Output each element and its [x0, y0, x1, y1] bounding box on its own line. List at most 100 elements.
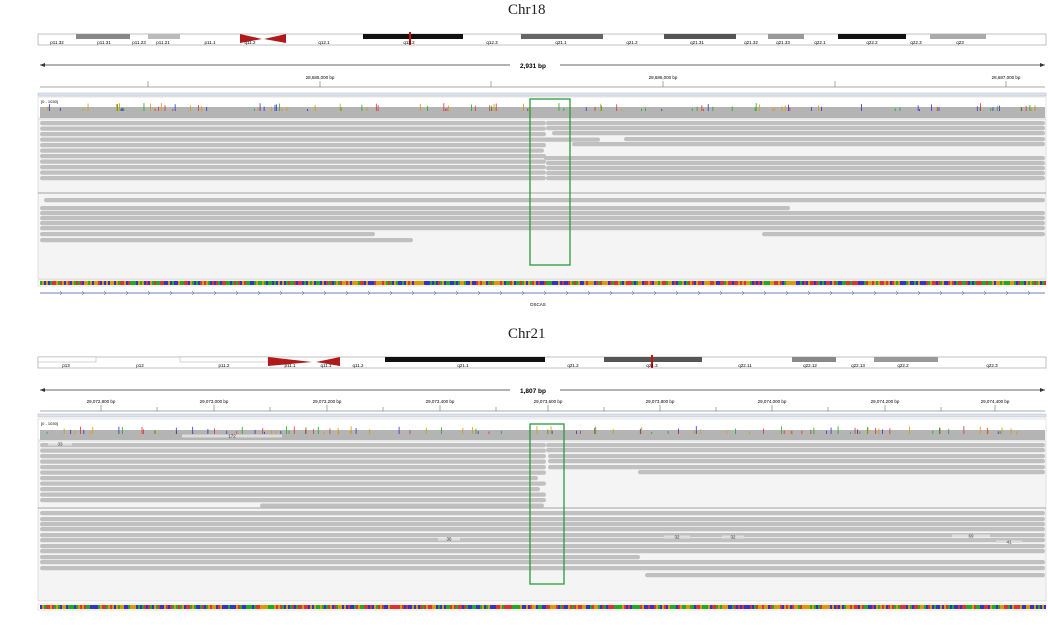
read[interactable]: [40, 511, 1045, 516]
read[interactable]: [40, 498, 546, 503]
mismatch-mark: [339, 103, 341, 111]
band-label: q21.31: [690, 40, 704, 45]
mismatch-mark: [693, 430, 695, 434]
mismatch-mark: [313, 429, 314, 434]
read[interactable]: [40, 492, 546, 497]
strand-arrow: [873, 290, 877, 296]
read[interactable]: [40, 216, 1045, 221]
read[interactable]: [40, 555, 640, 560]
read[interactable]: [546, 121, 1045, 126]
strand-arrow: [675, 290, 679, 296]
read[interactable]: [40, 533, 1045, 538]
read[interactable]: [40, 560, 1045, 565]
strand-arrow: [147, 290, 151, 296]
read[interactable]: [40, 443, 546, 448]
read[interactable]: [40, 159, 546, 164]
mismatch-mark: [241, 426, 243, 434]
aligned-reads[interactable]: [40, 443, 1045, 578]
read[interactable]: [40, 221, 1045, 226]
read[interactable]: [638, 470, 1045, 475]
insertion-size-label: 33: [57, 442, 63, 447]
read[interactable]: [40, 549, 1045, 554]
coverage-track[interactable]: [0 - 1030]: [37, 96, 1047, 119]
read[interactable]: [546, 171, 1045, 176]
read[interactable]: [624, 137, 1045, 142]
mismatch-mark: [550, 426, 552, 434]
read[interactable]: [548, 454, 1045, 459]
read[interactable]: [40, 544, 1045, 549]
read[interactable]: [546, 161, 1045, 166]
read[interactable]: [40, 211, 1045, 216]
mismatch-mark: [996, 106, 998, 111]
read[interactable]: [40, 517, 1045, 522]
mismatch-mark: [462, 427, 464, 434]
mismatch-mark: [355, 428, 357, 434]
read[interactable]: [546, 443, 1045, 448]
read[interactable]: [40, 454, 546, 459]
read[interactable]: [260, 503, 544, 508]
position-ruler[interactable]: 2,931 bp 28,685,000 bp 28,686,000 bp 28,…: [40, 60, 1045, 88]
read[interactable]: [40, 487, 540, 492]
read[interactable]: [40, 170, 546, 175]
mismatch-mark: [580, 430, 581, 434]
read-alignment-track[interactable]: [37, 118, 1047, 280]
mismatch-mark: [409, 430, 411, 434]
read[interactable]: [40, 137, 600, 142]
strand-arrow: [345, 290, 349, 296]
strand-arrow: [807, 290, 811, 296]
mismatch-mark: [254, 108, 255, 111]
gene-track[interactable]: DSCAS: [40, 290, 1045, 307]
read[interactable]: [546, 176, 1045, 181]
read[interactable]: [40, 232, 375, 237]
read-alignment-track[interactable]: 33 172 36 32 32 69 41: [37, 434, 1047, 602]
read[interactable]: [40, 522, 1045, 527]
read[interactable]: [40, 465, 546, 470]
read[interactable]: [544, 156, 1045, 161]
chromosome-ideogram[interactable]: p11.32 p11.31 p11.23 p11.21 p11.1 q11.2 q12.1 q…: [37, 32, 1047, 46]
coverage-track[interactable]: [0 - 1030]: [37, 418, 1047, 441]
read[interactable]: [40, 154, 546, 159]
read[interactable]: [40, 121, 546, 126]
read[interactable]: [40, 470, 546, 475]
band-label: q22.3: [986, 363, 998, 368]
read[interactable]: [40, 538, 1045, 543]
read[interactable]: [548, 465, 1045, 470]
read[interactable]: [546, 166, 1045, 171]
read[interactable]: [40, 143, 546, 148]
chromosome-ideogram[interactable]: p13 p12 p11.2 p11.1 q11.1 q11.2 q21.1 q21.2 q21.…: [37, 355, 1047, 369]
mismatch-mark: [990, 107, 992, 111]
insertion-size-label: 32: [674, 535, 680, 540]
aligned-reads[interactable]: [40, 121, 1045, 243]
read[interactable]: [40, 481, 546, 486]
read[interactable]: [40, 148, 544, 153]
read[interactable]: [548, 459, 1045, 464]
read[interactable]: [40, 527, 1045, 532]
read[interactable]: [546, 126, 1045, 131]
read[interactable]: [40, 476, 538, 481]
read[interactable]: [40, 566, 1045, 571]
read[interactable]: [40, 238, 413, 243]
position-ruler[interactable]: 1,807 bp 29,072,800 bp 29,073,000 bp 29,07…: [40, 385, 1048, 412]
read[interactable]: [40, 226, 1045, 231]
read[interactable]: [572, 142, 1045, 147]
mismatch-mark: [790, 430, 792, 434]
strand-arrow: [851, 290, 855, 296]
mismatch-mark: [121, 426, 123, 434]
mismatch-mark: [899, 107, 901, 111]
read[interactable]: [762, 232, 1045, 237]
mismatch-mark: [678, 431, 679, 434]
read[interactable]: [40, 448, 546, 453]
read[interactable]: [44, 198, 1045, 203]
read[interactable]: [40, 165, 546, 170]
mismatch-mark: [155, 430, 157, 434]
read[interactable]: [546, 448, 1045, 453]
mismatch-mark: [758, 104, 760, 111]
read[interactable]: [40, 459, 546, 464]
read[interactable]: [552, 131, 1045, 136]
read[interactable]: [645, 573, 1045, 578]
read[interactable]: [40, 132, 546, 137]
span-label: 2,931 bp: [520, 63, 546, 70]
read[interactable]: [40, 206, 790, 211]
read[interactable]: [40, 176, 546, 181]
read[interactable]: [40, 126, 546, 131]
